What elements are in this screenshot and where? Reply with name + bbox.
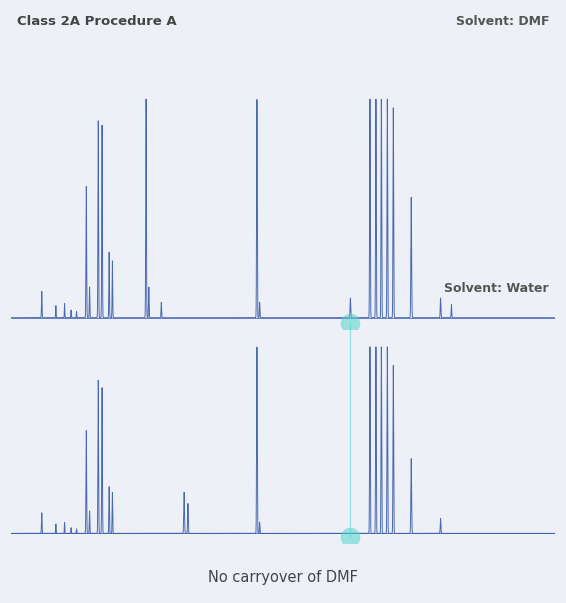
Text: Class 2A Procedure A: Class 2A Procedure A (17, 15, 177, 28)
Point (346, 532, 355, 542)
Text: Solvent: Water: Solvent: Water (444, 282, 549, 295)
Text: No carryover of DMF: No carryover of DMF (208, 570, 358, 585)
Text: Solvent: DMF: Solvent: DMF (456, 15, 549, 28)
Point (346, 318, 355, 327)
